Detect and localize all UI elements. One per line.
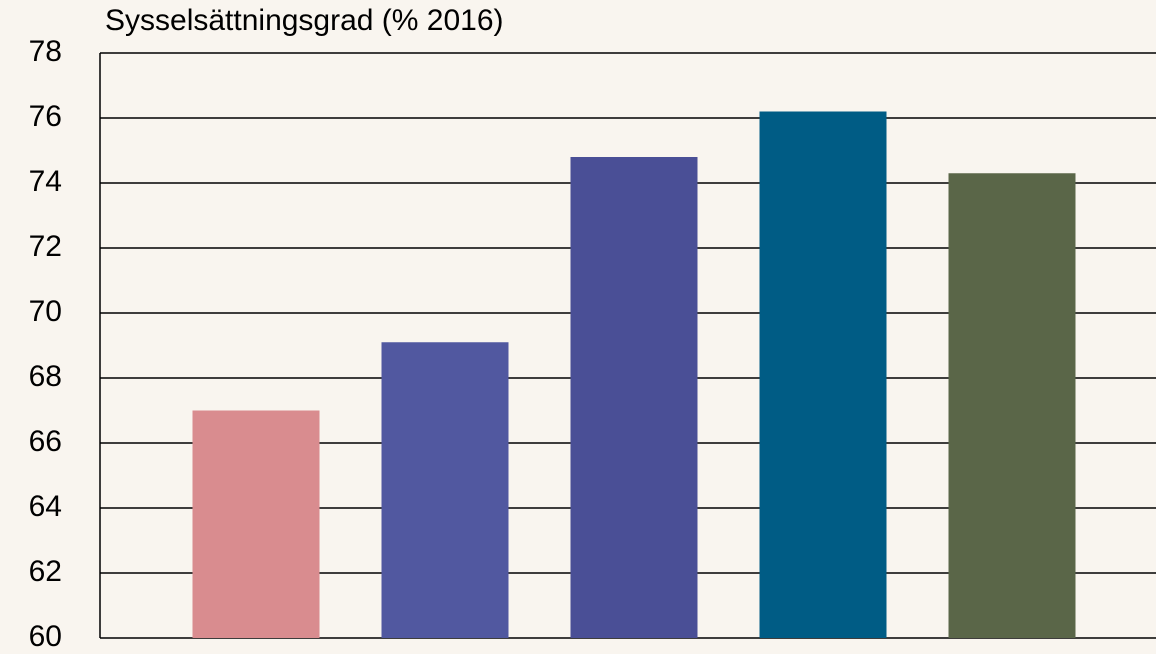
y-tick-label: 76 [29,100,62,133]
y-tick-label: 78 [29,35,62,68]
y-tick-label: 68 [29,360,62,393]
y-tick-label: 66 [29,425,62,458]
y-tick-label: 72 [29,230,62,263]
y-tick-label: 60 [29,620,62,653]
y-tick-label: 70 [29,295,62,328]
bar [570,157,698,638]
bar [759,111,887,638]
bar [192,410,320,638]
y-tick-label: 74 [29,165,62,198]
bar [381,342,509,638]
chart-title: Sysselsättningsgrad (% 2016) [105,4,504,37]
y-tick-label: 62 [29,555,62,588]
y-tick-label: 64 [29,490,62,523]
bar [948,173,1076,638]
